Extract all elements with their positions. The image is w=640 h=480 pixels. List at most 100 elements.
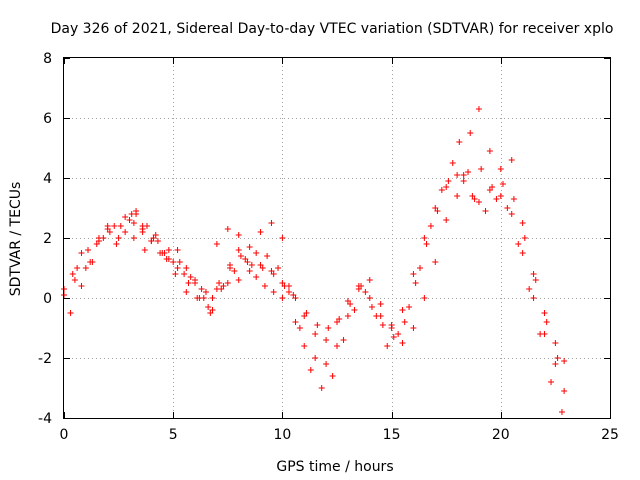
data-point: [366, 277, 373, 283]
data-point: [253, 250, 260, 256]
data-point: [351, 307, 358, 313]
data-point: [85, 247, 92, 253]
data-point: [497, 166, 504, 172]
data-point: [530, 295, 537, 301]
data-point: [163, 256, 170, 262]
data-point: [183, 289, 190, 295]
data-point: [471, 196, 478, 202]
data-point: [165, 247, 172, 253]
data-point: [456, 139, 463, 145]
data-point: [445, 178, 452, 184]
data-point: [130, 235, 137, 241]
series-track-b: [67, 160, 565, 415]
data-point: [377, 301, 384, 307]
data-point: [78, 250, 85, 256]
data-point: [176, 259, 183, 265]
y-axis-label: SDTVAR / TECUs: [8, 182, 24, 297]
data-point: [71, 277, 78, 283]
data-point: [224, 226, 231, 232]
data-point: [334, 343, 340, 349]
data-point: [139, 229, 146, 235]
data-point: [554, 355, 561, 361]
y-tick-label: 4: [43, 171, 52, 187]
data-point: [329, 373, 336, 379]
data-point: [122, 229, 129, 235]
data-point: [423, 241, 430, 247]
data-point: [202, 289, 209, 295]
data-point: [410, 271, 417, 277]
data-point: [235, 247, 242, 253]
data-point: [285, 283, 292, 289]
data-point: [344, 313, 351, 319]
data-point: [465, 169, 472, 175]
data-point: [336, 316, 343, 322]
data-point: [270, 271, 277, 277]
data-point: [296, 325, 303, 331]
data-point: [486, 148, 493, 154]
data-point: [475, 199, 482, 205]
data-point: [69, 271, 76, 277]
data-point: [196, 295, 203, 301]
data-point: [133, 208, 140, 214]
data-point: [122, 214, 129, 220]
data-point: [412, 280, 419, 286]
data-point: [399, 340, 406, 346]
data-point: [532, 277, 539, 283]
data-point: [235, 232, 242, 238]
data-point: [340, 337, 347, 343]
data-point: [259, 265, 266, 271]
data-point: [427, 223, 434, 229]
data-point: [141, 247, 148, 253]
y-tick-label: 6: [43, 111, 52, 127]
data-point: [187, 274, 194, 280]
data-point: [421, 295, 428, 301]
y-tick-label: 0: [43, 291, 52, 307]
data-point: [183, 265, 190, 271]
data-point: [130, 220, 137, 226]
data-point: [454, 193, 461, 199]
data-point: [379, 322, 386, 328]
data-point: [541, 310, 548, 316]
data-point: [268, 220, 275, 226]
data-point: [216, 280, 223, 286]
data-point: [362, 289, 369, 295]
x-tick-label: 0: [60, 427, 69, 443]
x-tick-label: 10: [273, 427, 291, 443]
data-point: [181, 271, 188, 277]
data-point: [314, 322, 321, 328]
axis-ticks: 0 5 10 15 20 25 -4 -2 0 2 4 6 8: [38, 51, 619, 443]
data-point: [312, 331, 319, 337]
x-tick-label: 20: [492, 427, 510, 443]
data-point: [198, 286, 205, 292]
data-point: [508, 211, 515, 217]
data-point: [519, 220, 526, 226]
data-point: [475, 106, 482, 112]
data-point: [552, 361, 559, 367]
data-point: [113, 241, 120, 247]
data-point: [454, 172, 461, 178]
data-point: [218, 286, 225, 292]
y-tick-label: -4: [38, 411, 52, 427]
data-point: [460, 178, 467, 184]
plot-frame: [63, 57, 611, 419]
data-point: [406, 304, 413, 310]
data-point: [521, 235, 528, 241]
data-point: [318, 385, 325, 391]
data-point: [443, 217, 450, 223]
data-point: [157, 250, 164, 256]
data-point: [246, 244, 253, 250]
data-point: [104, 223, 111, 229]
series-track-c: [74, 130, 561, 361]
data-point: [106, 229, 113, 235]
y-tick-label: 8: [43, 51, 52, 67]
data-point: [323, 361, 330, 367]
data-point: [432, 259, 439, 265]
data-point: [489, 184, 496, 190]
data-point: [355, 286, 362, 292]
data-point: [235, 277, 242, 283]
data-point: [275, 265, 282, 271]
data-point: [257, 229, 264, 235]
data-point: [478, 166, 485, 172]
data-point: [410, 325, 417, 331]
